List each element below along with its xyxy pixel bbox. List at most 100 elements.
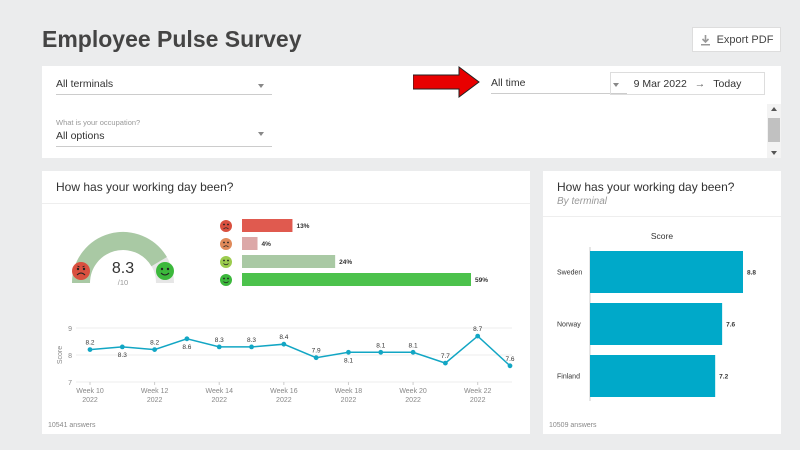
period-select-value: All time bbox=[491, 77, 526, 89]
trend-point-label: 8.7 bbox=[473, 326, 482, 333]
terminal-chart-title: Score bbox=[651, 231, 673, 241]
trend-point-label: 8.6 bbox=[182, 344, 191, 351]
trend-point-label: 8.1 bbox=[409, 342, 418, 349]
trend-point-label: 8.1 bbox=[344, 357, 353, 364]
trend-point-label: 8.4 bbox=[279, 334, 288, 341]
by-terminal-card: How has your working day been? By termin… bbox=[543, 171, 781, 434]
x-tick-year: 2022 bbox=[470, 397, 486, 404]
trend-point bbox=[281, 341, 287, 347]
terminal-category-label: Finland bbox=[557, 374, 580, 381]
terminal-category-label: Sweden bbox=[557, 270, 582, 277]
distribution-bar bbox=[242, 237, 258, 250]
scroll-down-icon[interactable] bbox=[771, 151, 777, 155]
terminal-bar bbox=[590, 303, 723, 345]
date-from: 9 Mar 2022 bbox=[633, 77, 687, 90]
happy-face-icon bbox=[156, 262, 174, 280]
trend-point bbox=[184, 336, 190, 342]
y-tick-label: 7 bbox=[68, 380, 72, 387]
distribution-bar-label: 59% bbox=[475, 277, 488, 284]
scroll-thumb[interactable] bbox=[768, 118, 780, 142]
terminal-bar bbox=[590, 251, 743, 293]
trend-point bbox=[87, 347, 93, 352]
mood-distribution-chart: 13% 4% 24% 59% bbox=[220, 219, 488, 286]
trend-point-label: 8.1 bbox=[376, 342, 385, 349]
trend-point bbox=[152, 347, 158, 352]
distribution-bar bbox=[242, 273, 471, 286]
trend-point bbox=[249, 344, 254, 350]
x-tick-year: 2022 bbox=[147, 397, 163, 404]
x-tick-label: Week 16 bbox=[270, 388, 298, 395]
x-tick-year: 2022 bbox=[82, 397, 98, 404]
x-tick-year: 2022 bbox=[405, 397, 421, 404]
y-axis-label: Score bbox=[57, 346, 64, 364]
trend-point bbox=[475, 333, 481, 339]
trend-point bbox=[216, 344, 222, 350]
terminal-bar bbox=[590, 355, 716, 397]
y-tick-label: 8 bbox=[68, 353, 72, 360]
download-icon bbox=[700, 34, 710, 45]
answers-count: 10541 answers bbox=[48, 422, 96, 429]
scroll-up-icon[interactable] bbox=[771, 107, 777, 111]
red-arrow-annotation-icon bbox=[413, 66, 480, 98]
distribution-bar-label: 24% bbox=[339, 259, 352, 266]
unhappy-face-icon bbox=[220, 238, 232, 250]
trend-point bbox=[378, 349, 384, 355]
filter-panel: All terminals What is your occupation? A… bbox=[42, 66, 781, 158]
trend-point-label: 8.3 bbox=[215, 337, 224, 344]
occupation-select-value: All options bbox=[56, 130, 105, 142]
score-trend-line bbox=[89, 335, 511, 367]
chevron-down-icon bbox=[258, 84, 264, 88]
trend-point-label: 8.3 bbox=[247, 337, 256, 344]
x-tick-label: Week 18 bbox=[335, 388, 363, 395]
x-tick-label: Week 22 bbox=[464, 388, 492, 395]
score-gauge bbox=[72, 232, 174, 284]
x-tick-year: 2022 bbox=[211, 397, 227, 404]
x-tick-label: Week 12 bbox=[141, 388, 169, 395]
sad-face-icon bbox=[72, 262, 90, 280]
trend-point bbox=[313, 355, 319, 361]
distribution-bar-label: 13% bbox=[296, 223, 309, 230]
by-terminal-subtitle: By terminal bbox=[557, 196, 608, 207]
date-range-picker[interactable]: 9 Mar 2022 → Today bbox=[610, 72, 765, 95]
occupation-label: What is your occupation? bbox=[56, 118, 141, 127]
date-to: Today bbox=[713, 77, 742, 90]
x-tick-label: Week 20 bbox=[399, 388, 427, 395]
period-select[interactable]: All time bbox=[491, 73, 627, 94]
x-tick-label: Week 14 bbox=[205, 388, 233, 395]
trend-point-label: 8.2 bbox=[85, 340, 94, 347]
trend-point bbox=[410, 349, 416, 355]
trend-point bbox=[346, 349, 351, 355]
working-day-card-title: How has your working day been? bbox=[56, 180, 234, 194]
export-pdf-label: Export PDF bbox=[716, 33, 774, 46]
filter-scrollbar[interactable] bbox=[767, 104, 781, 158]
export-pdf-button[interactable]: Export PDF bbox=[692, 27, 781, 52]
answers-count: 10509 answers bbox=[549, 422, 597, 429]
terminal-bar-value: 7.6 bbox=[726, 322, 735, 329]
terminal-select[interactable]: All terminals bbox=[56, 74, 272, 95]
trend-point bbox=[507, 363, 513, 369]
trend-point bbox=[442, 360, 448, 366]
page-title: Employee Pulse Survey bbox=[42, 26, 302, 52]
terminal-bar-value: 8.8 bbox=[747, 270, 756, 277]
chevron-down-icon bbox=[258, 132, 264, 136]
distribution-bar-label: 4% bbox=[262, 241, 272, 248]
terminal-category-label: Norway bbox=[557, 322, 581, 329]
card-divider bbox=[543, 216, 781, 217]
distribution-bar bbox=[242, 255, 336, 268]
happy-face-icon bbox=[220, 256, 232, 268]
x-tick-year: 2022 bbox=[276, 397, 292, 404]
very-happy-face-icon bbox=[220, 274, 232, 286]
trend-point-label: 7.6 bbox=[505, 356, 514, 363]
x-tick-label: Week 10 bbox=[76, 388, 104, 395]
chevron-down-icon bbox=[613, 83, 619, 87]
working-day-card: How has your working day been? 8.3 /10 1… bbox=[42, 171, 530, 434]
trend-point-label: 7.9 bbox=[312, 348, 321, 355]
terminal-select-value: All terminals bbox=[56, 78, 114, 90]
score-trend-chart: 9 8 7 Score Week 10 2022 Week 12 2022 Week 14 202… bbox=[57, 326, 515, 404]
terminal-bar-chart: Score Sweden 8.8 Norway 7.6 Finland 7.2 bbox=[557, 231, 756, 401]
by-terminal-card-title: How has your working day been? bbox=[557, 180, 735, 194]
trend-point-label: 8.3 bbox=[118, 352, 127, 359]
trend-point-label: 8.2 bbox=[150, 340, 159, 347]
occupation-select[interactable]: What is your occupation? All options bbox=[56, 118, 272, 147]
trend-point-label: 7.7 bbox=[441, 353, 450, 360]
